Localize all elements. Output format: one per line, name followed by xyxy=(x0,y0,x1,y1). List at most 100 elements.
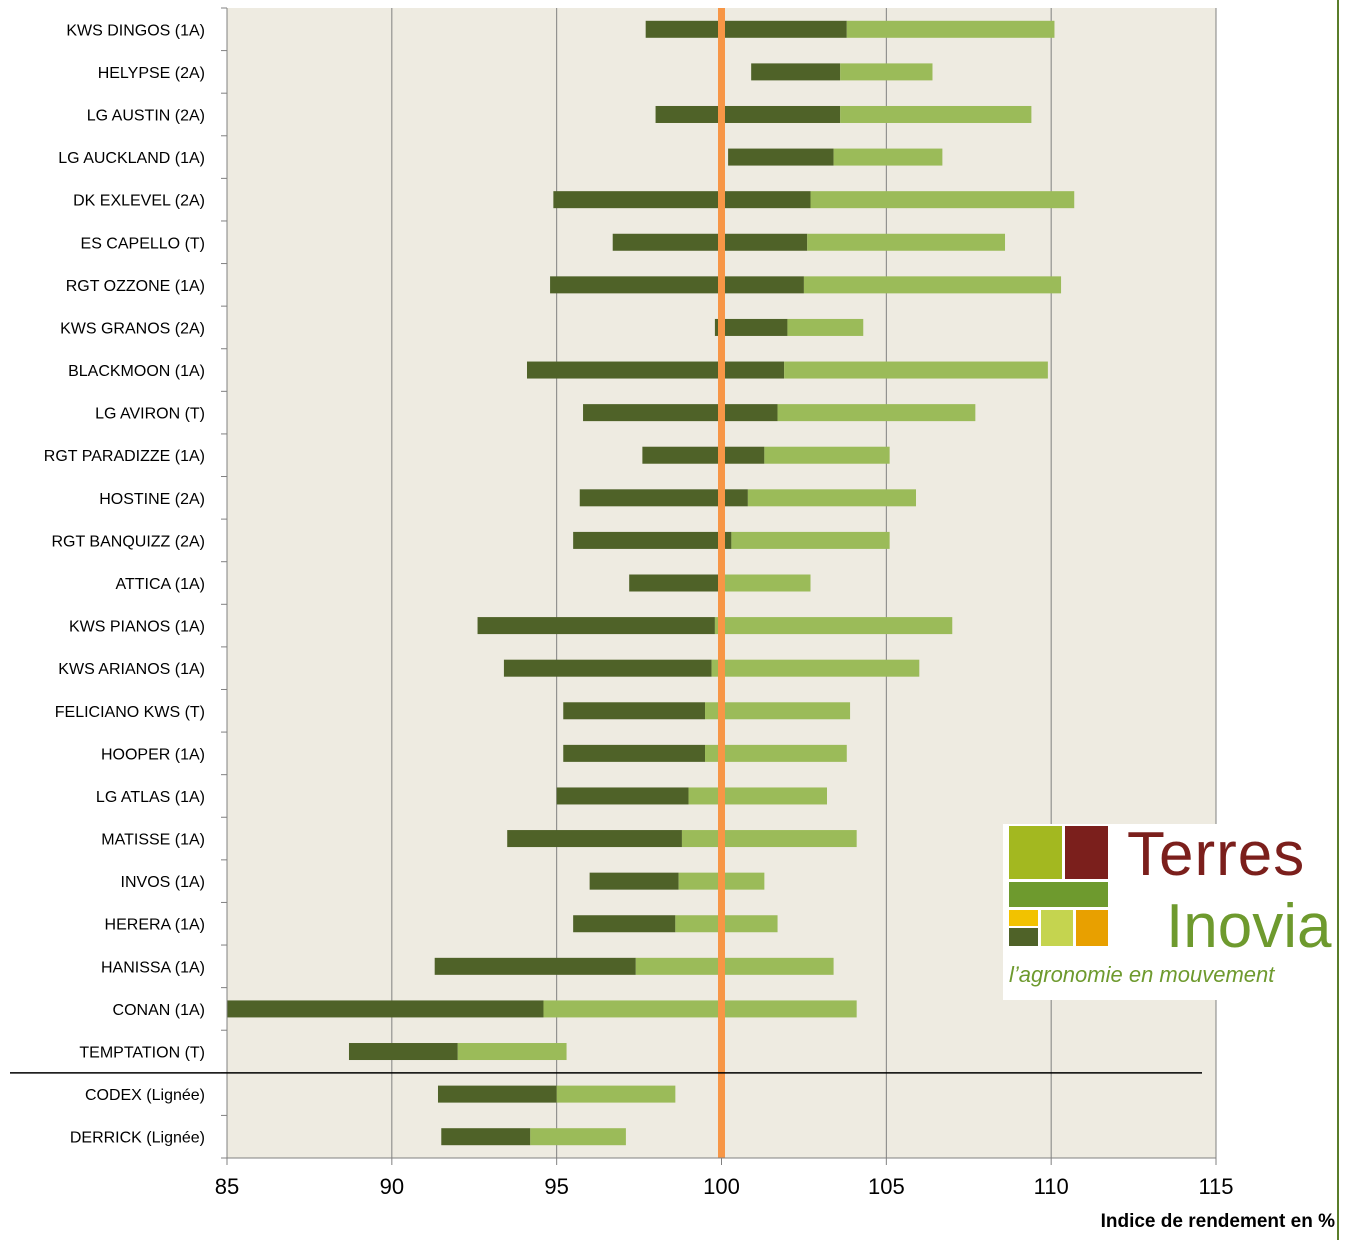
bar-dark-segment xyxy=(583,404,778,422)
category-label: KWS DINGOS (1A) xyxy=(66,22,205,39)
bar-light-segment xyxy=(846,20,1055,38)
bar-light-segment xyxy=(681,830,857,848)
bar-light-segment xyxy=(787,318,864,336)
category-label: CODEX (Lignée) xyxy=(85,1087,205,1104)
bar-light-segment xyxy=(556,1085,676,1103)
category-label: HELYPSE (2A) xyxy=(98,65,205,82)
bar-light-segment xyxy=(543,1000,857,1018)
category-label: LG AVIRON (T) xyxy=(95,406,205,423)
bar-light-segment xyxy=(675,915,778,933)
category-label: ATTICA (1A) xyxy=(116,576,206,593)
bar-dark-segment xyxy=(563,702,706,720)
bar-dark-segment xyxy=(573,915,676,933)
category-label: LG AUSTIN (2A) xyxy=(87,107,205,124)
bar-dark-segment xyxy=(556,787,689,805)
bars xyxy=(227,20,1075,1146)
bar-dark-segment xyxy=(441,1128,531,1146)
bar-dark-segment xyxy=(348,1043,458,1061)
bar-dark-segment xyxy=(507,830,682,848)
category-label: MATISSE (1A) xyxy=(101,832,205,849)
bar-light-segment xyxy=(803,276,1062,294)
bar-dark-segment xyxy=(503,659,712,677)
category-label: KWS ARIANOS (1A) xyxy=(58,661,205,678)
x-tick-label: 105 xyxy=(868,1174,905,1199)
bar-dark-segment xyxy=(437,1085,557,1103)
x-tick-label: 100 xyxy=(703,1174,740,1199)
bar-dark-segment xyxy=(563,744,706,762)
category-label: CONAN (1A) xyxy=(113,1002,205,1019)
bar-dark-segment xyxy=(645,20,847,38)
bar-light-segment xyxy=(810,191,1075,209)
category-label: HOOPER (1A) xyxy=(101,746,205,763)
category-label: HERERA (1A) xyxy=(105,917,205,934)
category-label: FELICIANO KWS (T) xyxy=(55,704,205,721)
bar-dark-segment xyxy=(550,276,804,294)
bar-dark-segment xyxy=(629,574,719,592)
bar-light-segment xyxy=(840,105,1032,123)
x-axis-title: Indice de rendement en % xyxy=(1100,1211,1335,1232)
logo-square-yellow xyxy=(1009,910,1038,926)
category-label: HANISSA (1A) xyxy=(101,959,205,976)
bar-light-segment xyxy=(711,659,920,677)
bar-dark-segment xyxy=(612,233,808,251)
category-label: TEMPTATION (T) xyxy=(79,1045,205,1062)
bar-light-segment xyxy=(705,702,851,720)
bar-dark-segment xyxy=(714,318,788,336)
bar-light-segment xyxy=(457,1043,567,1061)
category-label: LG AUCKLAND (1A) xyxy=(58,150,205,167)
category-labels: KWS DINGOS (1A) HELYPSE (2A) LG AUSTIN (2A… xyxy=(44,22,205,1146)
bar-light-segment xyxy=(714,617,953,635)
bar-dark-segment xyxy=(642,446,765,464)
x-tick-label: 95 xyxy=(544,1174,568,1199)
category-label: DERRICK (Lignée) xyxy=(70,1130,205,1147)
bar-dark-segment xyxy=(553,191,811,209)
bar-dark-segment xyxy=(589,872,679,890)
bar-light-segment xyxy=(833,148,943,166)
terres-inovia-logo: Terres Inovia l’agronomie en mouvement xyxy=(1003,820,1331,1000)
category-label: BLACKMOON (1A) xyxy=(68,363,205,380)
category-label: ES CAPELLO (T) xyxy=(81,235,205,252)
bar-dark-segment xyxy=(751,63,841,81)
page-border xyxy=(1337,0,1339,1240)
bar-light-segment xyxy=(764,446,890,464)
bar-dark-segment xyxy=(655,105,841,123)
category-label: RGT OZZONE (1A) xyxy=(66,278,205,295)
bar-light-segment xyxy=(705,744,847,762)
bar-light-segment xyxy=(635,957,834,975)
bar-dark-segment xyxy=(579,489,748,507)
bar-light-segment xyxy=(784,361,1048,379)
x-tick-label: 110 xyxy=(1034,1174,1069,1199)
category-label: HOSTINE (2A) xyxy=(99,491,205,508)
bar-dark-segment xyxy=(573,531,732,549)
x-axis: 85 90 95 100 105 110 115 xyxy=(10,7,1234,1199)
bar-light-segment xyxy=(718,574,811,592)
category-label: INVOS (1A) xyxy=(121,874,205,891)
category-label: DK EXLEVEL (2A) xyxy=(73,193,205,210)
logo-word-terres: Terres xyxy=(1127,820,1306,889)
x-tick-label: 115 xyxy=(1198,1174,1233,1199)
x-tick-label: 85 xyxy=(215,1174,239,1199)
bar-light-segment xyxy=(688,787,827,805)
bar-light-segment xyxy=(747,489,917,507)
logo-square-dark-red xyxy=(1065,826,1108,879)
bar-dark-segment xyxy=(434,957,636,975)
logo-bar-green xyxy=(1009,882,1108,907)
bar-dark-segment xyxy=(477,617,715,635)
bar-dark-segment xyxy=(227,1000,544,1018)
category-label: LG ATLAS (1A) xyxy=(96,789,205,806)
logo-tagline: l’agronomie en mouvement xyxy=(1009,962,1275,987)
bar-light-segment xyxy=(840,63,933,81)
logo-word-inovia: Inovia xyxy=(1166,892,1332,961)
logo-square-dark-green xyxy=(1009,928,1038,946)
x-tick-label: 90 xyxy=(380,1174,404,1199)
bar-light-segment xyxy=(530,1128,626,1146)
category-label: RGT PARADIZZE (1A) xyxy=(44,448,205,465)
logo-square-orange xyxy=(1076,910,1108,946)
category-label: KWS PIANOS (1A) xyxy=(69,619,205,636)
logo-square-lime xyxy=(1041,910,1073,946)
bar-light-segment xyxy=(731,531,890,549)
category-label: KWS GRANOS (2A) xyxy=(60,320,205,337)
bar-light-segment xyxy=(807,233,1006,251)
category-label: RGT BANQUIZZ (2A) xyxy=(52,533,206,550)
